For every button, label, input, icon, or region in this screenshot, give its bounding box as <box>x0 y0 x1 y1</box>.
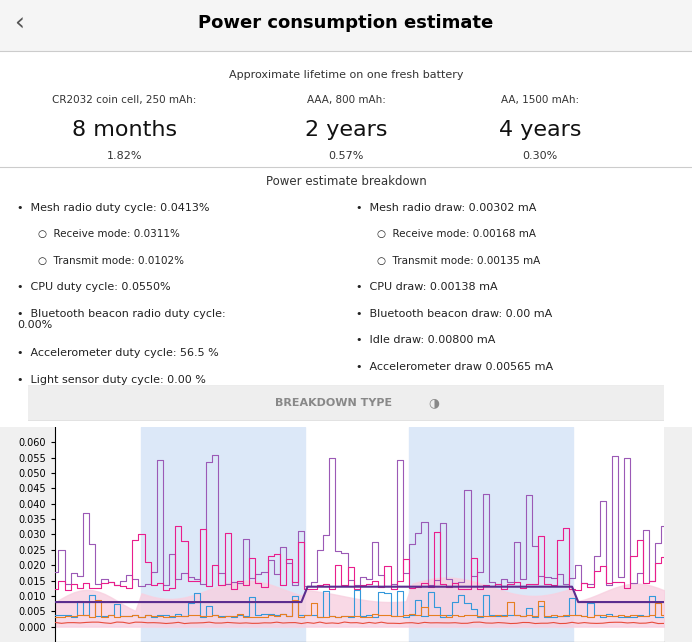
Text: •  Accelerometer duty cycle: 56.5 %: • Accelerometer duty cycle: 56.5 % <box>17 349 219 358</box>
Text: Power consumption estimate: Power consumption estimate <box>199 15 493 33</box>
Text: ○  Transmit mode: 0.0102%: ○ Transmit mode: 0.0102% <box>38 256 184 266</box>
Text: BREAKDOWN TYPE: BREAKDOWN TYPE <box>275 398 392 408</box>
FancyBboxPatch shape <box>15 385 677 421</box>
Text: 2 years: 2 years <box>304 120 388 140</box>
Text: ○  Receive mode: 0.00168 mA: ○ Receive mode: 0.00168 mA <box>377 229 536 239</box>
Text: Estimate based on 99 data points.: Estimate based on 99 data points. <box>244 388 448 401</box>
Text: ‹: ‹ <box>14 12 24 35</box>
Text: CR2032 coin cell, 250 mAh:: CR2032 coin cell, 250 mAh: <box>53 95 197 105</box>
Text: 0.57%: 0.57% <box>328 151 364 161</box>
Text: 8 months: 8 months <box>72 120 177 140</box>
Text: AA, 1500 mAh:: AA, 1500 mAh: <box>501 95 579 105</box>
Text: •  Bluetooth beacon draw: 0.00 mA: • Bluetooth beacon draw: 0.00 mA <box>356 309 553 318</box>
Text: ○  Receive mode: 0.0311%: ○ Receive mode: 0.0311% <box>38 229 180 239</box>
FancyBboxPatch shape <box>0 0 692 427</box>
Text: •  Bluetooth beacon radio duty cycle:
0.00%: • Bluetooth beacon radio duty cycle: 0.0… <box>17 309 226 330</box>
Text: 4 years: 4 years <box>498 120 581 140</box>
Text: 0.30%: 0.30% <box>522 151 557 161</box>
Text: •  Light sensor duty cycle: 0.00 %: • Light sensor duty cycle: 0.00 % <box>17 375 206 385</box>
Bar <box>408 427 573 642</box>
Text: ○  Transmit mode: 0.00135 mA: ○ Transmit mode: 0.00135 mA <box>377 256 540 266</box>
Text: •  Idle draw: 0.00800 mA: • Idle draw: 0.00800 mA <box>356 335 495 345</box>
Text: 1.82%: 1.82% <box>107 151 143 161</box>
Text: ◑: ◑ <box>429 396 439 410</box>
Text: •  Mesh radio draw: 0.00302 mA: • Mesh radio draw: 0.00302 mA <box>356 203 537 213</box>
Text: •  Mesh radio duty cycle: 0.0413%: • Mesh radio duty cycle: 0.0413% <box>17 203 210 213</box>
Text: AAA, 800 mAh:: AAA, 800 mAh: <box>307 95 385 105</box>
Text: Approximate lifetime on one fresh battery: Approximate lifetime on one fresh batter… <box>229 70 463 80</box>
Text: Power estimate breakdown: Power estimate breakdown <box>266 175 426 188</box>
FancyBboxPatch shape <box>0 0 692 51</box>
Text: •  Accelerometer draw 0.00565 mA: • Accelerometer draw 0.00565 mA <box>356 361 554 372</box>
Text: •  CPU draw: 0.00138 mA: • CPU draw: 0.00138 mA <box>356 282 498 292</box>
Text: •  CPU duty cycle: 0.0550%: • CPU duty cycle: 0.0550% <box>17 282 171 292</box>
Bar <box>140 427 305 642</box>
Text: •  Light sensor draw 0.00 mA: • Light sensor draw 0.00 mA <box>356 388 520 398</box>
